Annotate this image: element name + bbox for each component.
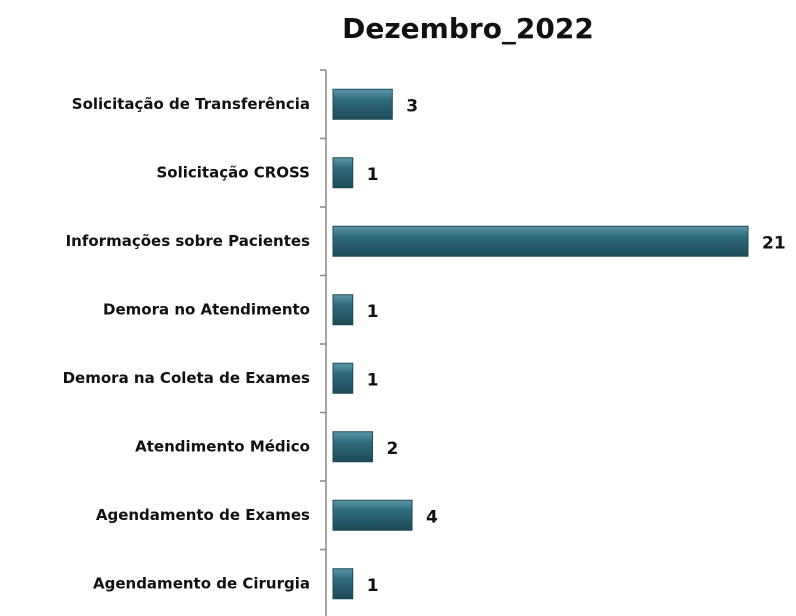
bar: [332, 568, 354, 600]
bar: [332, 294, 354, 326]
bar: [332, 157, 354, 189]
bar: [332, 499, 413, 531]
category-label: Agendamento de Exames: [96, 506, 310, 524]
category-label: Demora no Atendimento: [103, 300, 310, 318]
bar: [332, 88, 393, 120]
value-label: 4: [426, 507, 438, 527]
value-label: 1: [367, 302, 379, 322]
category-label: Agendamento de Cirurgia: [93, 574, 310, 592]
category-label: Informações sobre Pacientes: [66, 232, 310, 250]
bar: [332, 362, 354, 394]
value-label: 2: [387, 439, 399, 459]
category-label: Atendimento Médico: [135, 437, 310, 455]
value-label: 1: [367, 576, 379, 596]
category-label: Solicitação de Transferência: [72, 95, 310, 113]
value-label: 21: [762, 233, 786, 253]
value-label: 3: [406, 96, 418, 116]
value-label: 1: [367, 165, 379, 185]
chart-title: Dezembro_2022: [342, 12, 594, 45]
bar: [332, 225, 749, 257]
value-label: 1: [367, 370, 379, 390]
bar: [332, 431, 374, 463]
category-label: Solicitação CROSS: [156, 163, 310, 181]
category-label: Demora na Coleta de Exames: [63, 369, 310, 387]
